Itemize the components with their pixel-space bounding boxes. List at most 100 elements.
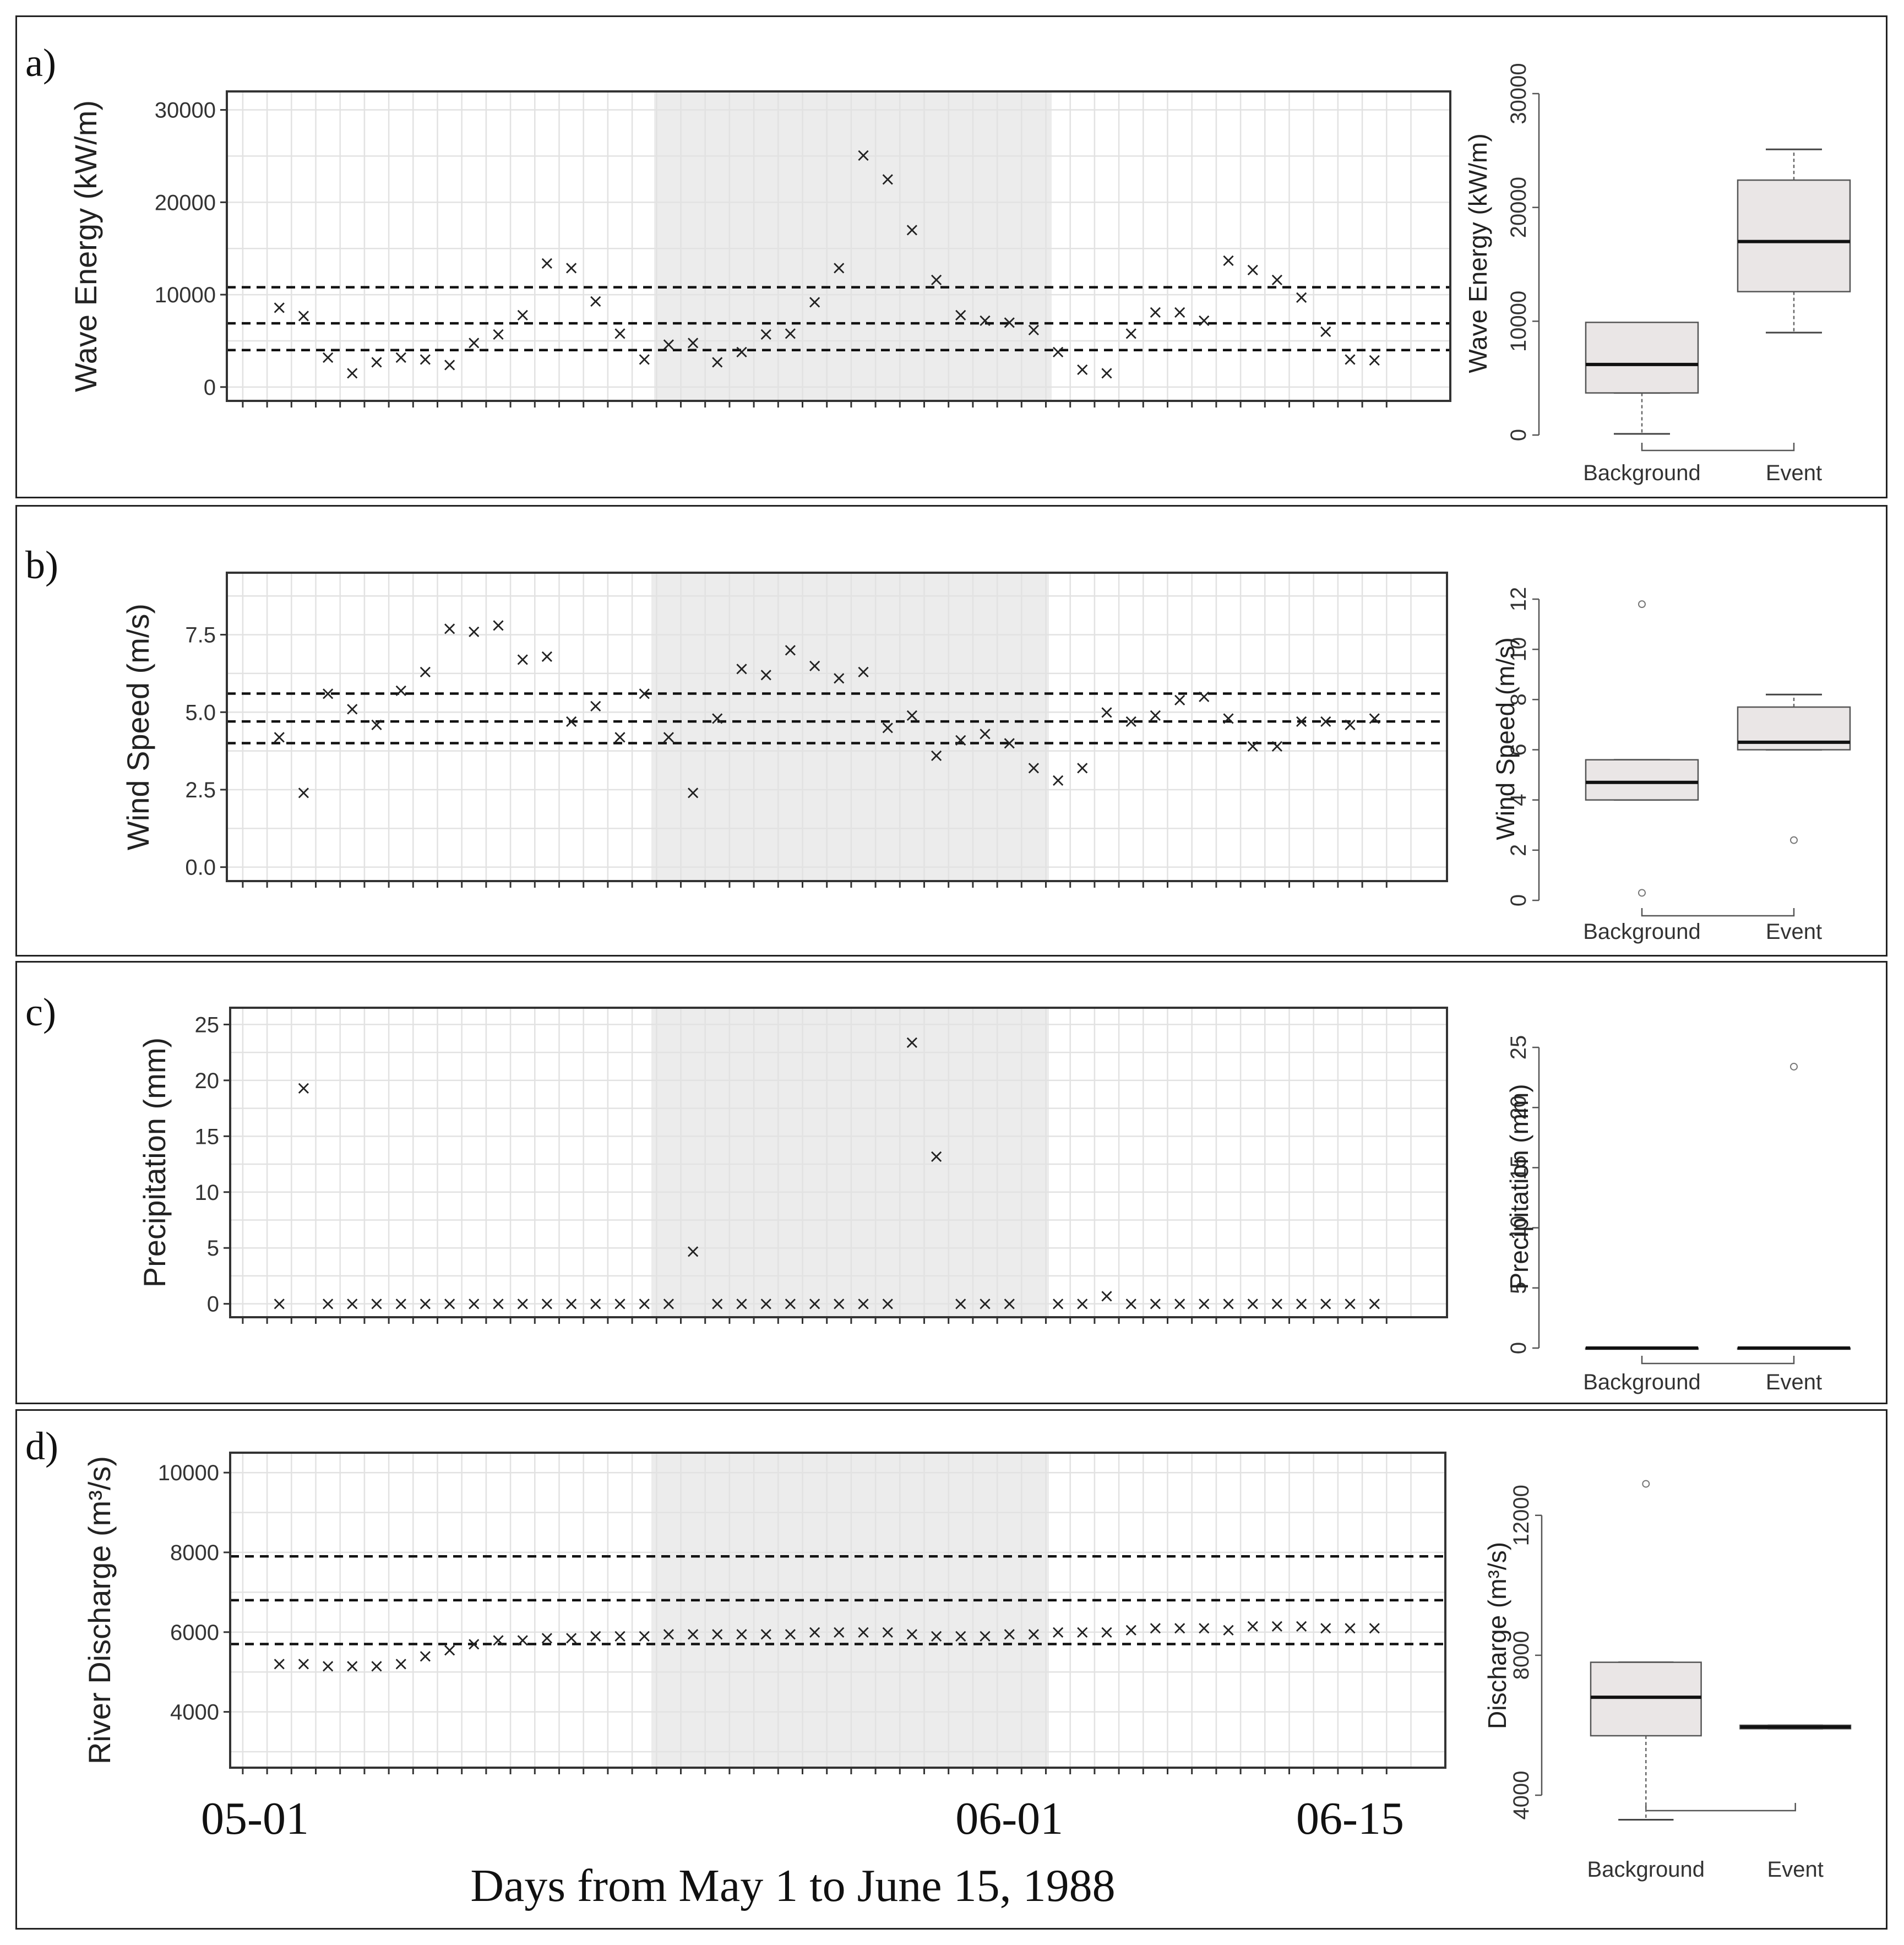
data-point: ×: [782, 639, 798, 661]
boxplot-y-tick-label: 10: [1506, 1215, 1531, 1240]
boxplot-y-tick-label: 2: [1506, 844, 1531, 856]
data-point: ×: [782, 323, 798, 345]
data-point: ×: [1172, 1617, 1188, 1639]
outlier-point: [1638, 600, 1646, 609]
data-point: ×: [1172, 1293, 1188, 1315]
boxplot-y-axis-title: Wave Energy (kW/m): [1464, 133, 1492, 373]
data-point: ×: [563, 710, 579, 732]
data-point: ×: [393, 1293, 409, 1315]
data-point: ×: [1002, 1293, 1018, 1315]
data-point: ×: [539, 1627, 555, 1649]
boxplot-x-label: Background: [1583, 461, 1700, 485]
data-point: ×: [710, 351, 726, 373]
data-point: ×: [1123, 1619, 1139, 1641]
boxplot-x-label: Background: [1587, 1857, 1705, 1882]
data-point: ×: [1269, 1293, 1285, 1315]
data-point: ×: [563, 1627, 579, 1649]
y-tick-label: 5.0: [185, 700, 216, 725]
data-point: ×: [1269, 269, 1285, 291]
panel-label: a): [25, 41, 56, 85]
data-point: ×: [271, 1293, 287, 1315]
data-point: ×: [1293, 286, 1309, 308]
data-point: ×: [1147, 301, 1163, 323]
plot-frame: [229, 1452, 1446, 1769]
plot-frame: [229, 1007, 1448, 1318]
data-point: ×: [734, 1293, 750, 1315]
boxplot-y-tick-label: 8: [1506, 693, 1531, 705]
data-point: ×: [491, 1629, 507, 1651]
data-point: ×: [296, 305, 312, 327]
data-point: ×: [1172, 301, 1188, 323]
plot-frame: [226, 572, 1448, 882]
data-point: ×: [1221, 1619, 1237, 1641]
boxplot-y-tick-label: 15: [1506, 1155, 1531, 1180]
data-point: ×: [1099, 701, 1115, 723]
outlier-point: [1642, 1480, 1650, 1488]
boxplot: 0 2 4 6 8 10 12 Wind Speed (m/s) Background Event: [1491, 587, 1851, 944]
boxplot-y-axis-title: Wind Speed (m/s): [1491, 637, 1520, 840]
data-point: ×: [515, 1293, 531, 1315]
boxplot-y-tick-label: 12000: [1509, 1485, 1533, 1546]
box-event: Event: [1737, 693, 1851, 944]
boxplot-y-axis-title: Discharge (m³/s): [1483, 1542, 1511, 1729]
data-point: ×: [637, 682, 652, 704]
boxplot-y-tick-label: 12: [1506, 587, 1531, 612]
data-point: ×: [1075, 1293, 1091, 1315]
y-tick-label: 2.5: [185, 778, 216, 802]
data-point: ×: [1196, 309, 1212, 332]
boxplot-x-label: Event: [1766, 1370, 1822, 1394]
data-point: ×: [977, 1293, 993, 1315]
data-point: ×: [661, 1293, 677, 1315]
y-axis-title: River Discharge (m³/s): [82, 1456, 117, 1764]
data-point: ×: [1245, 1293, 1261, 1315]
data-point: ×: [1245, 1615, 1261, 1637]
boxplot-x-label: Event: [1766, 920, 1822, 944]
x-axis-title: Days from May 1 to June 15, 1988: [470, 1860, 1115, 1911]
data-point: ×: [1050, 1293, 1066, 1315]
y-tick-label: 4000: [170, 1700, 219, 1725]
boxplot-y-tick-label: 0: [1506, 1342, 1531, 1354]
data-point: ×: [271, 726, 287, 748]
data-point: ×: [345, 362, 361, 384]
data-point: ×: [977, 309, 993, 332]
outlier-point: [1790, 1062, 1798, 1071]
y-tick-label: 10000: [158, 1461, 219, 1485]
data-point: ×: [807, 291, 823, 313]
boxplot-y-axis-title: Precipitation (mm): [1505, 1084, 1533, 1289]
data-point: ×: [296, 1077, 312, 1099]
data-point: ×: [320, 1655, 336, 1677]
event-window-shading: [651, 573, 1049, 881]
data-point: ×: [831, 1621, 847, 1643]
boxplot-y-tick-label: 10: [1506, 637, 1531, 662]
data-point: ×: [539, 1293, 555, 1315]
data-point: ×: [1269, 735, 1285, 757]
boxplot-x-label: Event: [1767, 1857, 1824, 1882]
boxplot-x-axis: [1641, 908, 1795, 917]
data-point: ×: [758, 1623, 774, 1645]
data-point: ×: [1318, 710, 1334, 732]
data-point: ×: [417, 1645, 433, 1667]
data-point: ×: [880, 1621, 896, 1643]
data-point: ×: [1221, 708, 1237, 730]
x-date-label: 06-01: [955, 1793, 1063, 1844]
data-point: ×: [1026, 1623, 1042, 1645]
data-point: ×: [369, 714, 385, 736]
data-point: ×: [734, 1623, 750, 1645]
data-point: ×: [271, 297, 287, 319]
panel-label: b): [25, 543, 58, 587]
data-point: ×: [466, 1633, 482, 1655]
x-date-label: 06-15: [1296, 1793, 1404, 1844]
data-point: ×: [442, 1639, 458, 1661]
data-point: ×: [1318, 320, 1334, 343]
y-tick-label: 0: [204, 376, 216, 400]
data-point: ×: [758, 1293, 774, 1315]
data-point: ×: [1050, 769, 1066, 791]
data-point: ×: [734, 658, 750, 680]
data-point: ×: [928, 269, 944, 291]
data-point: ×: [880, 1293, 896, 1315]
data-point: ×: [807, 1293, 823, 1315]
data-point: ×: [612, 726, 628, 748]
panel-c: c) 0 5 10 15 20 25 Precipitation (mm) × × × × × × × × × ×…: [25, 990, 1851, 1394]
